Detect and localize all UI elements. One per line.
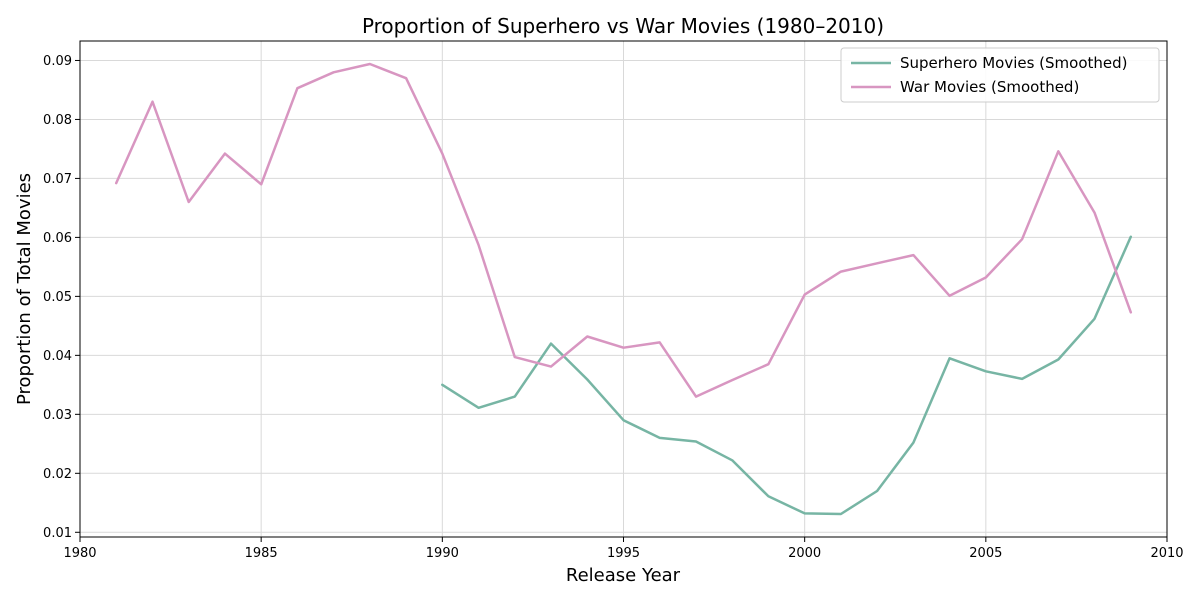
y-tick-label: 0.07 xyxy=(43,172,72,187)
y-tick-label: 0.04 xyxy=(43,349,72,364)
x-axis-ticks: 1980 1985 1990 1995 2000 2005 2010 xyxy=(63,537,1184,561)
y-axis-ticks: 0.01 0.02 0.03 0.04 0.05 0.06 0.07 0.08 0.09 xyxy=(43,54,80,541)
x-axis-label: Release Year xyxy=(566,565,681,586)
legend-box xyxy=(840,47,1160,103)
x-tick-label: 1980 xyxy=(63,546,96,561)
y-tick-label: 0.08 xyxy=(43,113,72,128)
y-tick-label: 0.09 xyxy=(43,54,72,69)
x-tick-label: 1985 xyxy=(245,546,278,561)
x-tick-label: 1995 xyxy=(607,546,640,561)
y-axis-label: Proportion of Total Movies xyxy=(14,173,35,405)
series-line-superhero xyxy=(441,235,1133,516)
x-tick-label: 2000 xyxy=(788,546,821,561)
x-tick-label: 2010 xyxy=(1150,546,1183,561)
y-tick-label: 0.01 xyxy=(43,526,72,541)
y-tick-label: 0.05 xyxy=(43,290,72,305)
y-tick-label: 0.02 xyxy=(43,467,72,482)
chart-legend: Superhero Movies (Smoothed) War Movies (… xyxy=(840,47,1160,103)
y-tick-label: 0.06 xyxy=(43,231,72,246)
x-tick-label: 1990 xyxy=(426,546,459,561)
x-tick-label: 2005 xyxy=(969,546,1002,561)
y-tick-label: 0.03 xyxy=(43,408,72,423)
series-line-war xyxy=(114,62,1133,398)
grid-lines xyxy=(79,41,1168,537)
legend-label-war: War Movies (Smoothed) xyxy=(900,78,1079,96)
chart-title: Proportion of Superhero vs War Movies (1… xyxy=(362,14,884,38)
series-lines xyxy=(114,62,1133,516)
legend-label-superhero: Superhero Movies (Smoothed) xyxy=(900,54,1128,72)
